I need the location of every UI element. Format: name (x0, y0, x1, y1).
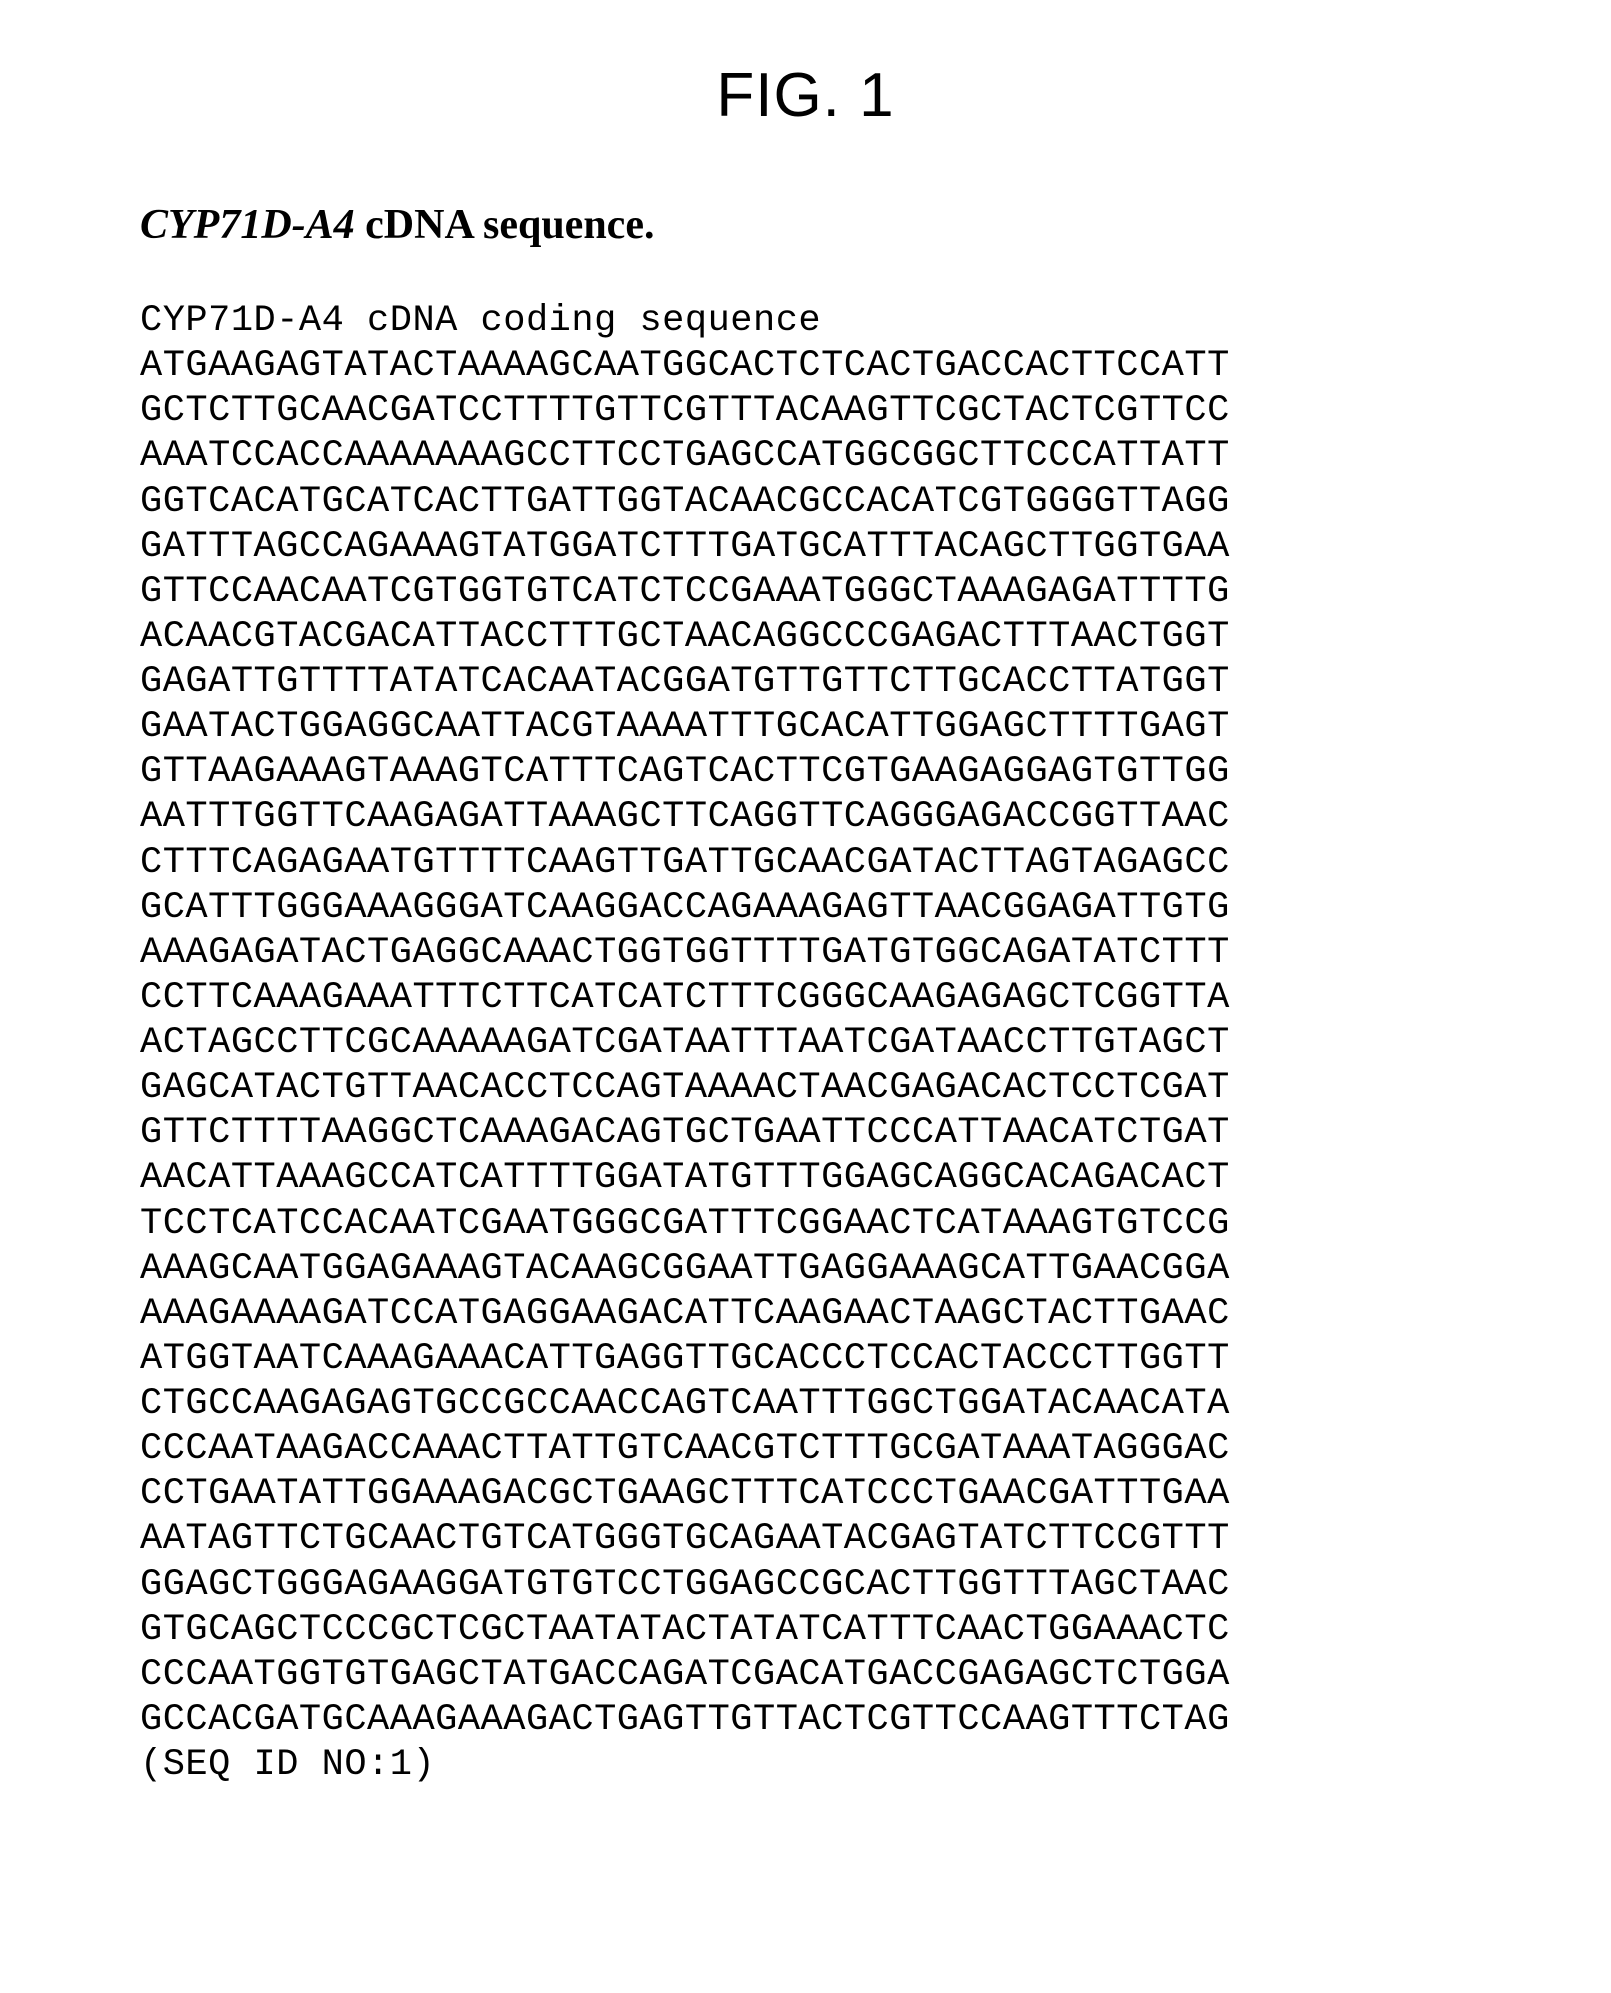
sequence-subtitle: CYP71D-A4 cDNA coding sequence (140, 299, 1471, 344)
title-rest: cDNA sequence. (355, 202, 655, 248)
gene-name: CYP71D-A4 (140, 202, 355, 248)
figure-page: FIG. 1 CYP71D-A4 cDNA sequence. CYP71D-A… (0, 0, 1611, 1888)
seq-id-label: (SEQ ID NO:1) (140, 1743, 1471, 1788)
figure-title: CYP71D-A4 cDNA sequence. (140, 201, 1471, 249)
sequence-block: ATGAAGAGTATACTAAAAGCAATGGCACTCTCACTGACCA… (140, 344, 1471, 1743)
figure-label: FIG. 1 (140, 60, 1471, 131)
